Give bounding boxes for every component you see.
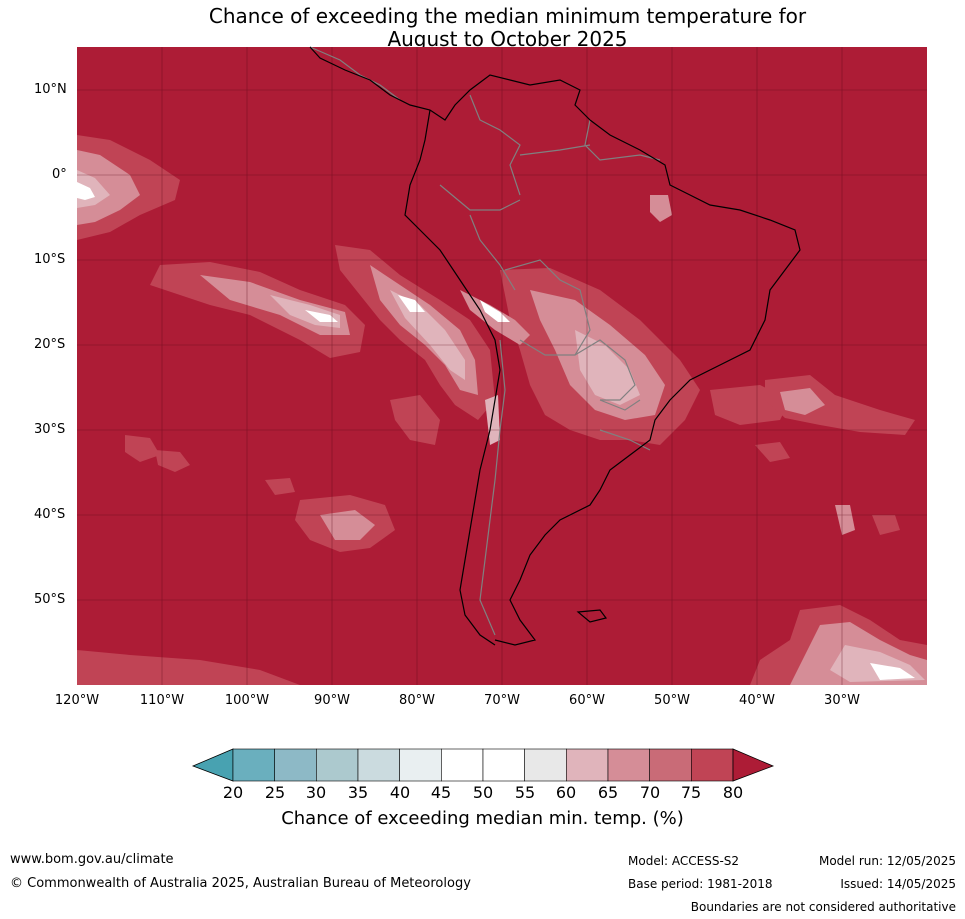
colorbar-tick-45: 45 bbox=[430, 783, 452, 802]
colorbar-swatch bbox=[357, 748, 400, 782]
colorbar-tick-80: 80 bbox=[722, 783, 744, 802]
lon-label-60W: 60°W bbox=[569, 693, 605, 708]
lon-label-100W: 100°W bbox=[224, 693, 270, 708]
patch-andes-white bbox=[480, 300, 510, 322]
lat-label-30S: 30°S bbox=[34, 422, 66, 437]
model-text: Model: ACCESS-S2 bbox=[628, 854, 740, 868]
colorbar-tick-60: 60 bbox=[555, 783, 577, 802]
website-text: www.bom.gov.au/climate bbox=[10, 852, 174, 867]
border-guianas bbox=[584, 119, 661, 161]
patch-amazon-spot bbox=[650, 195, 672, 222]
lon-label-110W: 110°W bbox=[139, 693, 185, 708]
colorbar-swatch bbox=[232, 748, 275, 782]
colorbar-low-arrow bbox=[191, 748, 234, 782]
colorbar-tick-25: 25 bbox=[264, 783, 286, 802]
colorbar-swatch bbox=[274, 748, 317, 782]
patch-equatorial-pacific-inner bbox=[77, 150, 140, 225]
colorbar-swatch bbox=[482, 748, 525, 782]
lon-label-50W: 50°W bbox=[654, 693, 690, 708]
colorbar-swatch bbox=[316, 748, 359, 782]
country-borders bbox=[309, 46, 661, 636]
lon-label-80W: 80°W bbox=[399, 693, 435, 708]
colorbar-tick-70: 70 bbox=[639, 783, 661, 802]
colorbar-swatch bbox=[399, 748, 442, 782]
patch-offshore-chile-1 bbox=[390, 395, 440, 445]
lat-label-40S: 40°S bbox=[34, 507, 66, 522]
border-venezuela-brazil bbox=[519, 144, 591, 156]
patch-s-atlantic-5 bbox=[872, 515, 900, 535]
patch-offshore-chile-2 bbox=[125, 435, 160, 462]
lon-label-90W: 90°W bbox=[314, 693, 350, 708]
boundaries-disclaimer: Boundaries are not considered authoritat… bbox=[690, 900, 956, 914]
title-line-1: Chance of exceeding the median minimum t… bbox=[208, 4, 807, 28]
issued-text: Issued: 14/05/2025 bbox=[840, 877, 956, 891]
coast-central-america bbox=[309, 46, 591, 121]
patch-chile-north-strip bbox=[485, 395, 500, 445]
colorbar-tick-20: 20 bbox=[222, 783, 244, 802]
coast-west-sa bbox=[404, 109, 501, 646]
border-colombia-peru bbox=[439, 184, 521, 211]
model-run-text: Model run: 12/05/2025 bbox=[818, 854, 956, 868]
colorbar-tick-30: 30 bbox=[305, 783, 327, 802]
lat-label-0: 0° bbox=[52, 167, 67, 182]
colorbar-swatch bbox=[607, 748, 650, 782]
colorbar-label: Chance of exceeding median min. temp. (%… bbox=[281, 808, 684, 829]
patch-central-sa-core bbox=[575, 330, 640, 405]
lat-label-10S: 10°S bbox=[34, 252, 66, 267]
colorbar-swatch bbox=[649, 748, 692, 782]
patch-se-pacific-band bbox=[150, 262, 365, 358]
colorbar-swatch bbox=[566, 748, 609, 782]
lon-label-120W: 120°W bbox=[54, 693, 100, 708]
colorbar-tick-65: 65 bbox=[597, 783, 619, 802]
colorbar-swatch bbox=[691, 748, 734, 782]
lon-label-30W: 30°W bbox=[824, 693, 860, 708]
patch-offshore-chile-5 bbox=[265, 478, 295, 495]
border-uruguay bbox=[599, 429, 651, 451]
colorbar-tick-50: 50 bbox=[472, 783, 494, 802]
coast-falklands bbox=[576, 609, 608, 623]
base-period-text: Base period: 1981-2018 bbox=[628, 877, 773, 891]
patch-southern-ocean-left bbox=[77, 650, 300, 685]
border-bolivia bbox=[504, 259, 591, 356]
border-argentina-chile bbox=[479, 339, 506, 636]
border-peru-brazil bbox=[469, 214, 516, 291]
patch-chile-coastal-core bbox=[390, 290, 465, 380]
lat-label-10N: 10°N bbox=[34, 82, 67, 97]
colorbar-tick-75: 75 bbox=[680, 783, 702, 802]
colorbar-swatch bbox=[524, 748, 567, 782]
patch-s-atlantic-4 bbox=[835, 505, 855, 535]
border-argentina-brazil bbox=[599, 399, 641, 411]
patch-southern-ocean-right-white bbox=[870, 663, 915, 680]
colorbar-swatch bbox=[441, 748, 484, 782]
border-paraguay bbox=[574, 339, 636, 401]
patch-offshore-chile-4-inner bbox=[320, 510, 375, 540]
patch-chile-coastal-white bbox=[398, 295, 425, 312]
patch-s-atlantic-3 bbox=[755, 442, 790, 462]
coastline bbox=[309, 46, 801, 646]
ocean-anomaly-patches bbox=[77, 135, 927, 685]
colorbar bbox=[191, 748, 775, 782]
patch-se-pacific-band-white bbox=[305, 310, 338, 322]
border-central-america bbox=[309, 46, 401, 101]
land-anomaly-patches bbox=[460, 195, 700, 445]
copyright-text: © Commonwealth of Australia 2025, Austra… bbox=[10, 876, 471, 891]
colorbar-high-arrow bbox=[732, 748, 775, 782]
lat-label-20S: 20°S bbox=[34, 337, 66, 352]
patch-s-atlantic-2-inner bbox=[780, 388, 825, 415]
colorbar-swatches bbox=[232, 748, 734, 782]
colorbar-tick-35: 35 bbox=[347, 783, 369, 802]
patch-equatorial-pacific-white bbox=[77, 182, 95, 200]
lat-label-50S: 50°S bbox=[34, 592, 66, 607]
border-colombia-venezuela bbox=[469, 94, 521, 196]
colorbar-tick-55: 55 bbox=[514, 783, 536, 802]
lon-label-40W: 40°W bbox=[739, 693, 775, 708]
coast-north-sa bbox=[494, 119, 801, 646]
colorbar-tick-40: 40 bbox=[389, 783, 411, 802]
title-line-2: August to October 2025 bbox=[387, 27, 628, 51]
patch-offshore-chile-3 bbox=[155, 450, 190, 472]
lon-label-70W: 70°W bbox=[484, 693, 520, 708]
